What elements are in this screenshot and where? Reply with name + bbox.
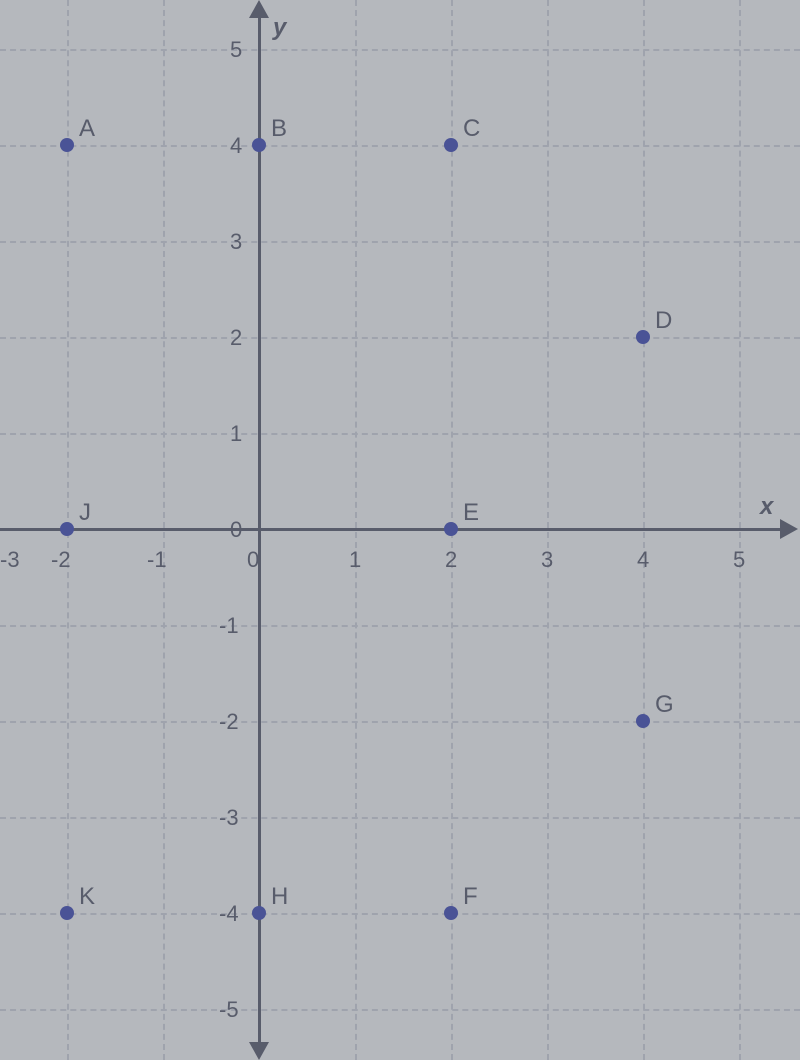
x-tick-label: 0	[247, 547, 259, 573]
grid-line-horizontal	[0, 337, 800, 339]
x-axis-label: x	[760, 493, 773, 521]
data-point	[60, 138, 74, 152]
grid-line-horizontal	[0, 49, 800, 51]
data-point	[636, 714, 650, 728]
data-point-label: A	[79, 115, 95, 143]
data-point	[252, 906, 266, 920]
data-point	[60, 906, 74, 920]
grid-line-horizontal	[0, 817, 800, 819]
data-point-label: G	[655, 691, 674, 719]
grid-line-horizontal	[0, 721, 800, 723]
y-axis	[258, 12, 261, 1048]
y-tick-label: 4	[230, 133, 242, 159]
data-point-label: D	[655, 307, 672, 335]
data-point	[60, 522, 74, 536]
data-point	[636, 330, 650, 344]
x-tick-label: 2	[445, 547, 457, 573]
y-tick-label: 1	[230, 421, 242, 447]
y-tick-label: -1	[219, 613, 239, 639]
y-axis-label: y	[273, 14, 286, 42]
grid-line-horizontal	[0, 433, 800, 435]
y-tick-label: -5	[219, 997, 239, 1023]
x-tick-label: 5	[733, 547, 745, 573]
data-point	[444, 138, 458, 152]
data-point-label: E	[463, 499, 479, 527]
y-tick-label: -4	[219, 901, 239, 927]
grid-line-horizontal	[0, 913, 800, 915]
data-point	[444, 906, 458, 920]
data-point-label: H	[271, 883, 288, 911]
x-axis-arrow	[780, 519, 798, 539]
grid-line-horizontal	[0, 145, 800, 147]
y-axis-arrow-up	[249, 0, 269, 18]
x-tick-label: -3	[0, 547, 20, 573]
data-point-label: K	[79, 883, 95, 911]
x-tick-label: -2	[51, 547, 71, 573]
data-point-label: C	[463, 115, 480, 143]
x-axis	[0, 528, 790, 531]
y-tick-label: 5	[230, 37, 242, 63]
y-tick-label: -3	[219, 805, 239, 831]
data-point-label: B	[271, 115, 287, 143]
y-tick-label: -2	[219, 709, 239, 735]
grid-line-horizontal	[0, 625, 800, 627]
grid-line-horizontal	[0, 241, 800, 243]
y-tick-label: 0	[230, 517, 242, 543]
x-tick-label: 1	[349, 547, 361, 573]
y-axis-arrow-down	[249, 1042, 269, 1060]
data-point-label: J	[79, 499, 91, 527]
x-tick-label: -1	[147, 547, 167, 573]
y-tick-label: 3	[230, 229, 242, 255]
coordinate-plane: -3 -2 -1 0 1 2 3 4 5 -5 -4 -3 -2 -1 0 1 2 3 4 5 y x A B C D J E G K H F	[0, 0, 800, 1060]
data-point	[252, 138, 266, 152]
y-tick-label: 2	[230, 325, 242, 351]
data-point-label: F	[463, 883, 478, 911]
data-point	[444, 522, 458, 536]
x-tick-label: 3	[541, 547, 553, 573]
x-tick-label: 4	[637, 547, 649, 573]
grid-line-horizontal	[0, 1009, 800, 1011]
